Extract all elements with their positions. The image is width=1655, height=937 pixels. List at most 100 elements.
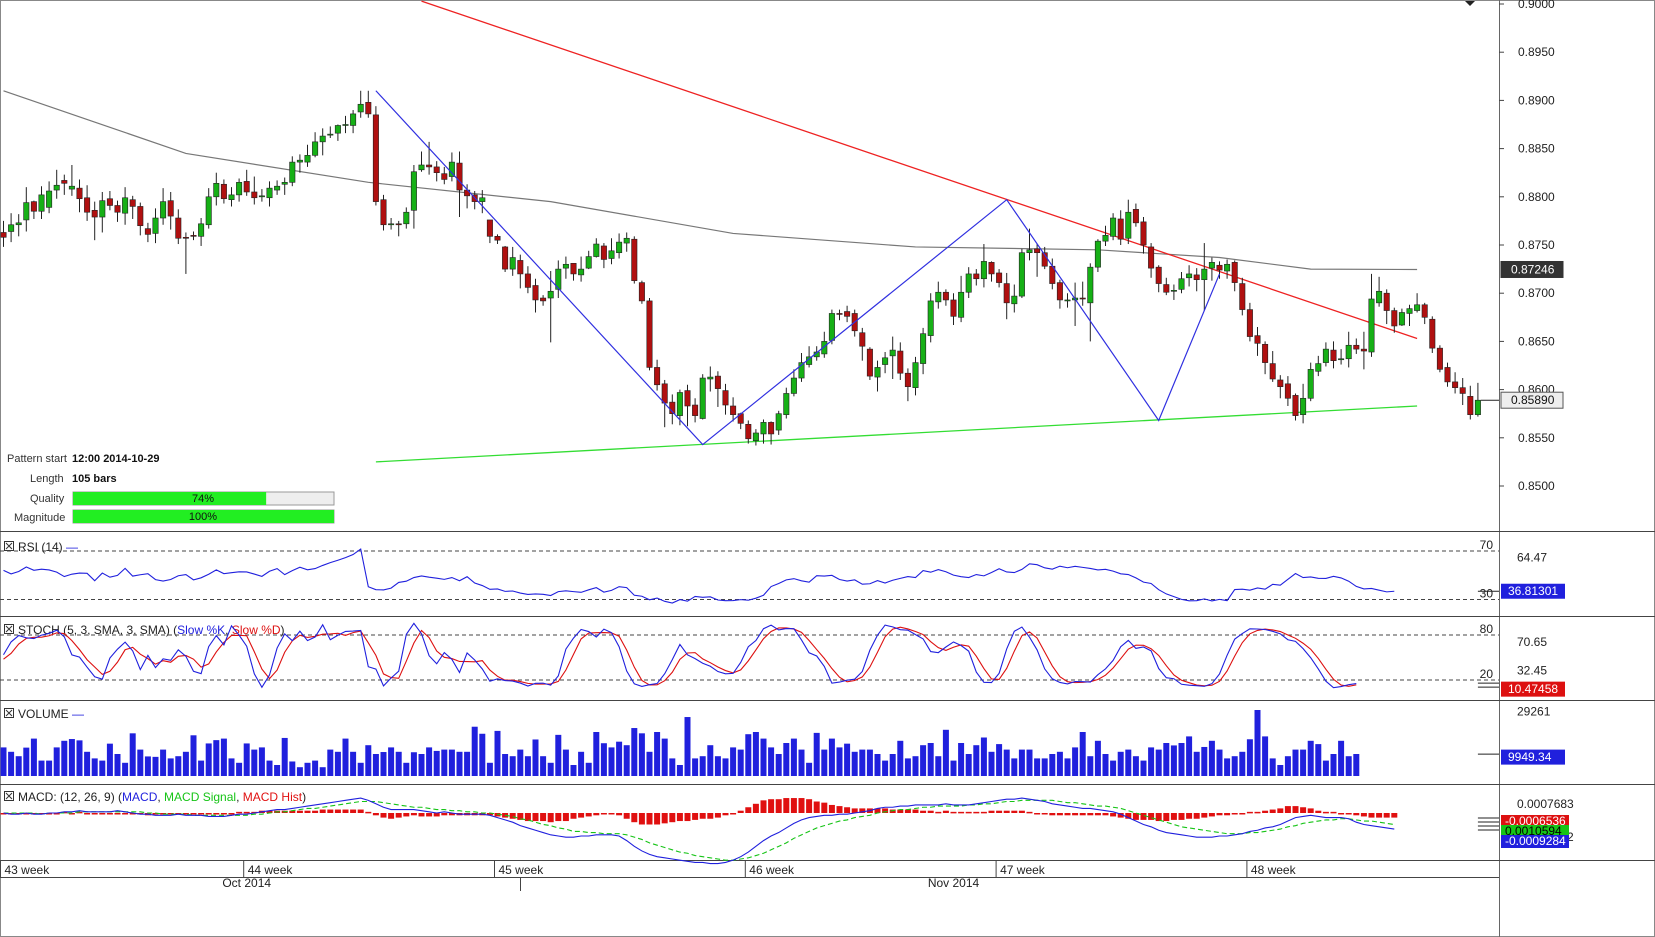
macd-hist-bar [1201, 813, 1208, 818]
macd-hist-bar [676, 813, 683, 822]
candle-body-bear [722, 390, 729, 406]
candle-body-bear [745, 424, 752, 440]
macd-hist-bar [889, 809, 896, 813]
macd-hist-bar [897, 809, 904, 813]
candle [570, 263, 577, 281]
candle [190, 231, 197, 241]
macd-hist-bar [1125, 813, 1132, 819]
candle [1087, 263, 1094, 342]
volume-bar [357, 762, 364, 776]
macd-hist-bar [1239, 813, 1246, 815]
candle-body-bear [129, 199, 136, 207]
candle [1421, 302, 1428, 325]
volume-bar [1322, 760, 1329, 776]
candle [441, 166, 448, 185]
candle [319, 128, 326, 156]
candle-body-bull [1087, 266, 1094, 304]
macd-hist-bar [1246, 811, 1253, 814]
stoch-slow-d-line [3, 626, 1357, 687]
price-panel[interactable]: 0.9000 0.8950 0.8900 0.8850 0.8800 0.8750 0.87… [0, 0, 1564, 524]
scroll-marker-icon[interactable] [1465, 1, 1475, 6]
macd-hist-bar [585, 813, 592, 817]
macd-hist-bar [524, 813, 531, 822]
stoch-panel[interactable]: STOCH (5, 3, SMA, 3, SMA) (Slow %K, Slow… [0, 622, 1565, 697]
macd-hist-bar [190, 813, 197, 815]
volume-bar [1003, 749, 1010, 776]
candle-body-bear [988, 262, 995, 275]
macd-badge [1501, 825, 1569, 838]
candle [403, 207, 410, 229]
volume-bar [122, 762, 129, 776]
candle [251, 176, 258, 205]
candle-body-bull [1376, 290, 1383, 304]
macd-hist-bar [1064, 813, 1071, 816]
volume-panel[interactable]: VOLUME — 29261 9949.34 [0, 705, 1566, 776]
macd-panel[interactable]: MACD: (12, 26, 9) (MACD, MACD Signal, MA… [0, 790, 1575, 865]
candle-body-bear [502, 246, 509, 270]
volume-bar [502, 754, 509, 776]
volume-bar [958, 743, 965, 776]
macd-hist-bar [1208, 813, 1215, 817]
macd-hist-bar [775, 799, 782, 813]
candle [418, 151, 425, 172]
candle-body-bull [707, 376, 714, 380]
candle-body-bear [167, 200, 174, 217]
volume-bar [15, 756, 22, 776]
candle-body-bull [920, 333, 927, 364]
length-value: 105 bars [72, 473, 117, 485]
candle-body-bear [1421, 304, 1428, 318]
volume-bar [1087, 756, 1094, 776]
candle [844, 305, 851, 323]
volume-bar [114, 754, 121, 776]
candle-body-bear [1284, 383, 1291, 399]
volume-bar [730, 747, 737, 776]
candle-body-bear [631, 238, 638, 281]
volume-bar [714, 756, 721, 776]
candle-body-bull [342, 124, 349, 126]
candle-body-bull [68, 185, 75, 190]
volume-bar [266, 760, 273, 776]
rsi-panel[interactable]: RSI (14) — 70 30 64.47 36.81301 [0, 538, 1565, 604]
macd-hist-bar [1193, 813, 1200, 819]
candle-body-bear [182, 236, 189, 239]
candle-body-bear [684, 390, 691, 407]
panel-title-part: ) [281, 623, 285, 637]
volume-bar [1094, 740, 1101, 776]
macd-hist-bar [1376, 813, 1383, 818]
panel-title-part: Slow %K [177, 623, 225, 637]
volume-bar [798, 749, 805, 776]
candle [904, 368, 911, 402]
candle-body-bull [388, 223, 395, 226]
candle [1011, 284, 1018, 313]
volume-bar [927, 743, 934, 776]
candle [935, 281, 942, 309]
candle-body-bull [935, 291, 942, 303]
rsi-line [3, 548, 1395, 604]
volume-bar [1345, 756, 1352, 776]
macd-hist-bar [1360, 813, 1367, 817]
candle [866, 347, 873, 380]
volume-bar [897, 740, 904, 776]
candle-body-bull [266, 187, 273, 199]
volume-bar [464, 751, 471, 776]
macd-hist-bar [1224, 813, 1231, 816]
macd-hist-bar [1079, 813, 1086, 816]
candle-body-bull [608, 250, 615, 259]
candle-body-bear [866, 348, 873, 377]
candle [1026, 228, 1033, 261]
panel-close-icon-x [5, 542, 13, 550]
candle [775, 410, 782, 435]
macd-signal-line [3, 799, 1395, 861]
candle-body-bull [152, 217, 159, 234]
candle [699, 374, 706, 420]
volume-bar [471, 726, 478, 776]
candle-body-bear [441, 173, 448, 180]
volume-bar [988, 751, 995, 776]
candle-body-bear [1292, 395, 1299, 416]
candle-body-bear [1216, 264, 1223, 271]
candle [1292, 393, 1299, 421]
candle-body-bull [479, 197, 486, 202]
macd-hist-bar [1132, 813, 1139, 820]
macd-hist-bar [760, 800, 767, 813]
candle-body-bull [790, 377, 797, 394]
